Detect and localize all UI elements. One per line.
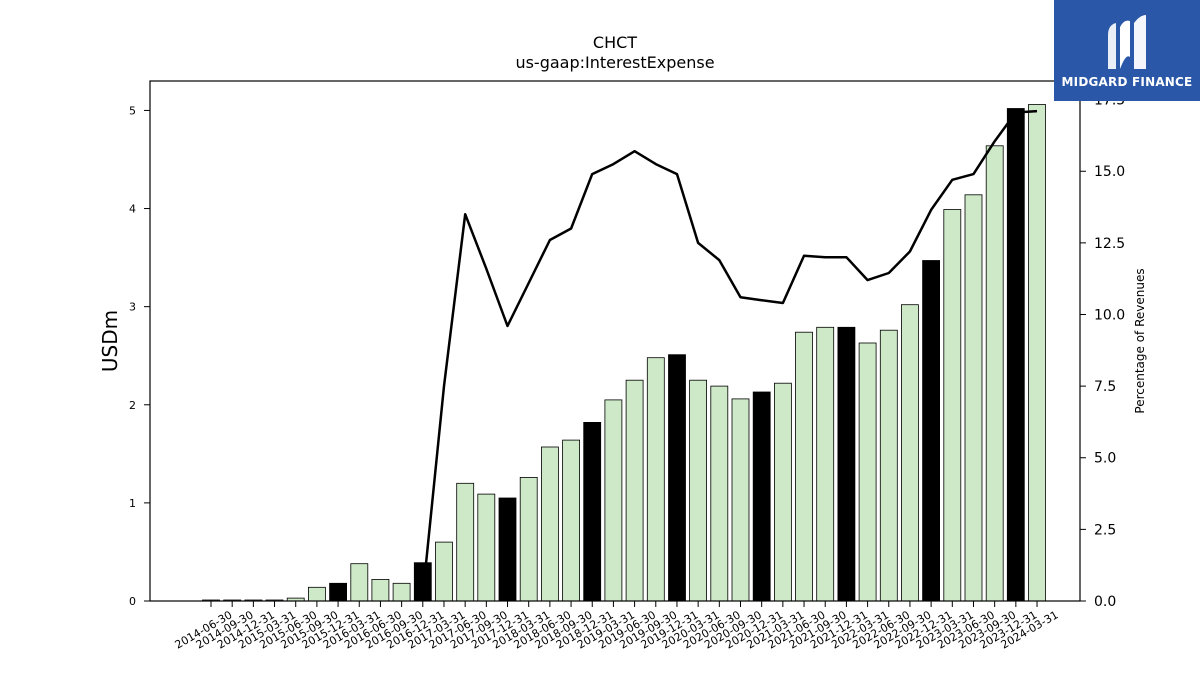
bar — [562, 439, 580, 602]
bar — [307, 586, 326, 602]
bar — [604, 399, 623, 602]
y-tick-label: 0 — [129, 595, 136, 608]
bar — [922, 260, 940, 602]
y2-tick-label: 7.5 — [1094, 379, 1116, 395]
bar — [689, 379, 707, 602]
line-series — [421, 109, 1038, 596]
y-axis-right: 0.02.55.07.510.012.515.017.5 — [1080, 93, 1125, 610]
bar — [816, 326, 835, 602]
chart-title: CHCT — [592, 33, 638, 52]
bar — [498, 497, 517, 602]
y2-tick-label: 12.5 — [1094, 236, 1125, 252]
y-tick-label: 3 — [129, 301, 136, 314]
y2-tick-label: 5.0 — [1094, 451, 1116, 467]
y-tick-label: 5 — [129, 104, 136, 117]
bar — [541, 446, 559, 602]
bar — [371, 579, 390, 602]
bar — [435, 541, 453, 602]
chart-subtitle: us-gaap:InterestExpense — [515, 53, 715, 72]
bar — [477, 493, 496, 602]
bar — [710, 385, 729, 602]
bar — [625, 379, 644, 602]
y2-tick-label: 0.0 — [1094, 594, 1116, 610]
bar — [731, 398, 750, 602]
y-tick-label: 4 — [129, 203, 136, 216]
bar — [879, 329, 898, 602]
bar — [583, 421, 602, 602]
percentage-line — [421, 109, 1038, 596]
bar — [456, 482, 475, 602]
bar — [964, 194, 983, 602]
bar — [774, 382, 792, 602]
y-tick-label: 1 — [129, 497, 136, 510]
y2-tick-label: 10.0 — [1094, 307, 1125, 323]
bar — [752, 391, 771, 602]
bar — [943, 209, 962, 602]
y-axis-label: USDm — [98, 310, 122, 372]
bar — [646, 357, 665, 602]
bar — [901, 304, 919, 602]
y-tick-label: 2 — [129, 399, 136, 412]
logo-text: MIDGARD FINANCE — [1061, 74, 1193, 89]
y2-axis-label: Percentage of Revenues — [1133, 268, 1147, 413]
bar — [329, 582, 348, 602]
bar — [350, 563, 369, 602]
bar — [668, 354, 686, 602]
bar — [1028, 104, 1046, 602]
bar — [519, 476, 538, 602]
bar — [985, 145, 1004, 602]
midgard-logo-icon — [1108, 14, 1146, 69]
bar — [392, 582, 411, 602]
y2-tick-label: 2.5 — [1094, 522, 1116, 538]
bar-series — [202, 104, 1046, 602]
plot-frame — [149, 80, 1081, 602]
bar — [795, 331, 813, 602]
bar — [1006, 108, 1025, 602]
bar — [837, 326, 856, 602]
brand-logo: MIDGARD FINANCE — [1054, 0, 1200, 101]
y2-tick-label: 15.0 — [1094, 164, 1125, 180]
y-axis-left: 0 1 2 3 4 5 — [129, 104, 150, 608]
bar — [858, 342, 877, 602]
x-axis: 2014-06-302014-09-302014-12-312015-03-31… — [173, 601, 1061, 652]
